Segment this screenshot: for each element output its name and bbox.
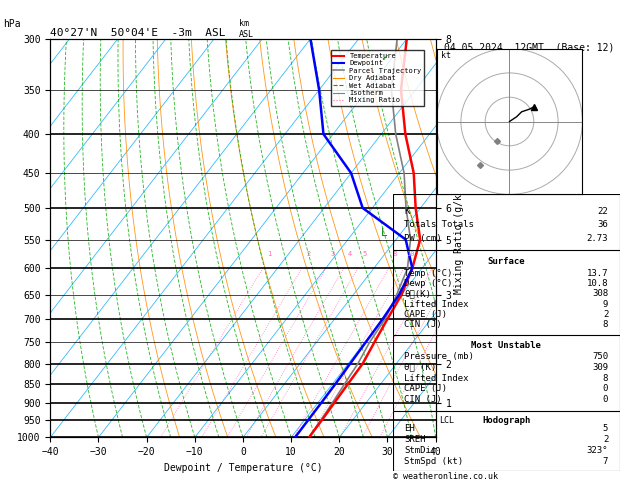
Text: Pressure (mb): Pressure (mb) [404, 352, 474, 361]
Text: kt: kt [442, 52, 452, 60]
Text: 10: 10 [406, 251, 415, 257]
Text: Dewp (°C): Dewp (°C) [404, 279, 453, 288]
Legend: Temperature, Dewpoint, Parcel Trajectory, Dry Adiabat, Wet Adiabat, Isotherm, Mi: Temperature, Dewpoint, Parcel Trajectory… [331, 51, 425, 106]
Text: 3: 3 [330, 251, 335, 257]
Text: 40°27'N  50°04'E  -3m  ASL: 40°27'N 50°04'E -3m ASL [50, 28, 226, 38]
Y-axis label: Mixing Ratio (g/kg): Mixing Ratio (g/kg) [454, 182, 464, 294]
Text: 5: 5 [362, 251, 366, 257]
Text: L: L [381, 228, 388, 238]
Text: 22: 22 [598, 207, 608, 216]
Text: StmDir: StmDir [404, 446, 437, 455]
Text: CAPE (J): CAPE (J) [404, 384, 447, 394]
Text: 36: 36 [598, 220, 608, 229]
Text: PW (cm): PW (cm) [404, 234, 442, 243]
Text: K: K [404, 207, 410, 216]
Text: 7: 7 [603, 457, 608, 466]
Text: 04.05.2024  12GMT  (Base: 12): 04.05.2024 12GMT (Base: 12) [443, 43, 614, 53]
Text: 2: 2 [603, 435, 608, 444]
Text: 309: 309 [592, 363, 608, 372]
Text: Lifted Index: Lifted Index [404, 374, 469, 382]
Text: θᴇ(K): θᴇ(K) [404, 290, 431, 298]
Text: CIN (J): CIN (J) [404, 320, 442, 329]
Text: 0: 0 [603, 384, 608, 394]
Text: Surface: Surface [487, 257, 525, 266]
Text: 9: 9 [603, 299, 608, 309]
Text: Temp (°C): Temp (°C) [404, 269, 453, 278]
Text: LCL: LCL [440, 416, 455, 425]
X-axis label: Dewpoint / Temperature (°C): Dewpoint / Temperature (°C) [164, 463, 322, 473]
Text: ⌐: ⌐ [381, 131, 388, 141]
Text: 2: 2 [603, 310, 608, 319]
Text: 2: 2 [306, 251, 311, 257]
Text: Totals Totals: Totals Totals [404, 220, 474, 229]
Text: Hodograph: Hodograph [482, 416, 530, 425]
Text: Lifted Index: Lifted Index [404, 299, 469, 309]
Text: © weatheronline.co.uk: © weatheronline.co.uk [393, 472, 498, 481]
Text: 750: 750 [592, 352, 608, 361]
Text: 0: 0 [603, 395, 608, 404]
Text: StmSpd (kt): StmSpd (kt) [404, 457, 464, 466]
Text: 308: 308 [592, 290, 608, 298]
Text: 323°: 323° [587, 446, 608, 455]
Text: 2.73: 2.73 [587, 234, 608, 243]
Text: 5: 5 [603, 424, 608, 433]
Text: 8: 8 [603, 374, 608, 382]
Text: 1: 1 [267, 251, 272, 257]
Text: EH: EH [404, 424, 415, 433]
Text: θᴇ (K): θᴇ (K) [404, 363, 437, 372]
Text: Most Unstable: Most Unstable [471, 341, 542, 350]
Text: hPa: hPa [3, 19, 21, 30]
Text: 10.8: 10.8 [587, 279, 608, 288]
Text: 4: 4 [348, 251, 352, 257]
Text: km
ASL: km ASL [239, 19, 254, 39]
Text: CIN (J): CIN (J) [404, 395, 442, 404]
Text: CAPE (J): CAPE (J) [404, 310, 447, 319]
Text: ✓: ✓ [381, 53, 388, 63]
Text: SREH: SREH [404, 435, 426, 444]
Text: 8: 8 [603, 320, 608, 329]
Text: 8: 8 [393, 251, 397, 257]
Text: 13.7: 13.7 [587, 269, 608, 278]
